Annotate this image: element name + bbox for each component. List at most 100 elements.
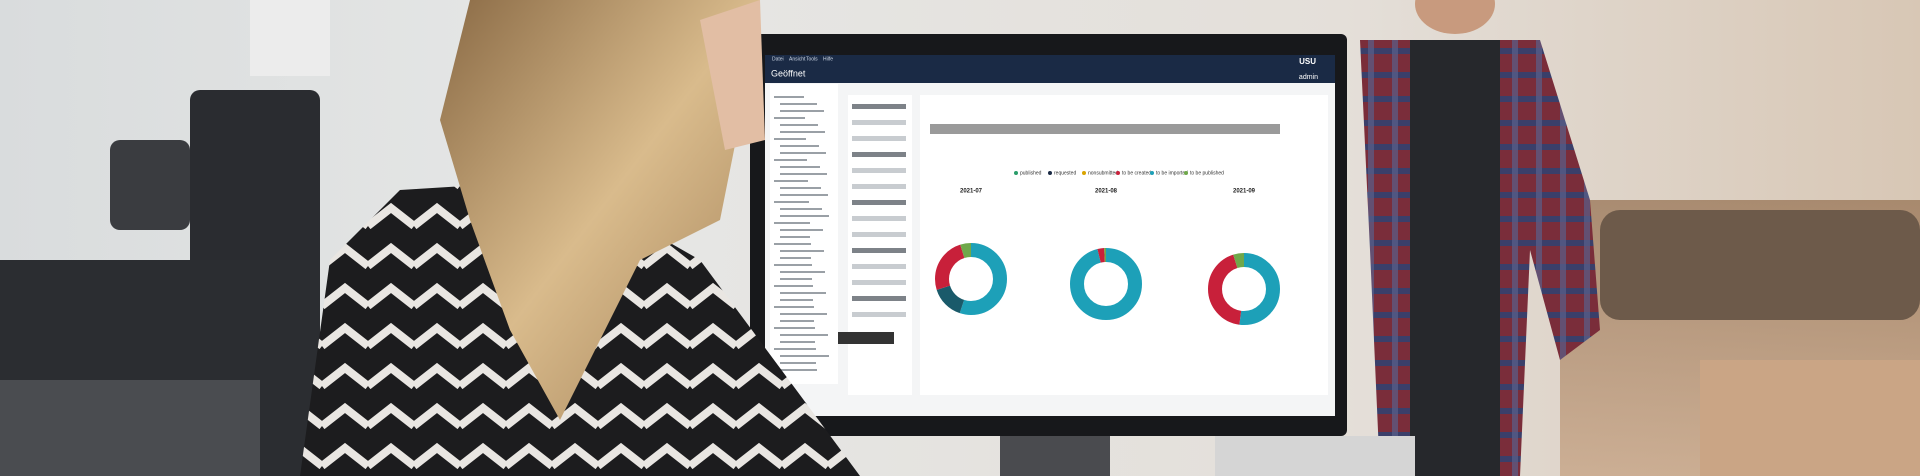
list-row [774, 222, 810, 224]
filter-row [930, 124, 1280, 134]
donut-segment [1208, 253, 1280, 325]
logo: USU [1299, 57, 1316, 66]
chart-title: 2021-07 [960, 189, 983, 195]
top-bar [765, 55, 1335, 83]
title: Geöffnet [771, 68, 806, 78]
woman-hair [440, 0, 760, 420]
legend-dot [1184, 171, 1188, 175]
list-row [780, 131, 825, 133]
list-row [774, 348, 816, 350]
poster [250, 0, 330, 76]
list-row [780, 341, 815, 343]
form-row [852, 184, 906, 189]
man-head [1415, 0, 1495, 34]
user[interactable]: admin [1299, 74, 1318, 81]
list-row [780, 320, 814, 322]
legend-dot [1014, 171, 1018, 175]
form-row [852, 296, 906, 301]
legend-label: nonsubmitted [1088, 170, 1118, 176]
form-row [852, 248, 906, 253]
menu-item[interactable]: Ansicht [789, 56, 806, 62]
legend-label: published [1020, 170, 1042, 176]
legend-dot [1082, 171, 1086, 175]
table [1700, 360, 1920, 476]
form-row [852, 136, 906, 141]
chart-area [920, 95, 1328, 395]
form-row [852, 216, 906, 221]
form-row [852, 200, 906, 205]
donut-segment [1070, 248, 1142, 320]
chair [110, 140, 190, 230]
list-row [780, 250, 824, 252]
list-row [780, 299, 813, 301]
list-row [780, 194, 828, 196]
menu-item[interactable]: Hilfe [823, 56, 833, 62]
form-row [852, 104, 906, 109]
donut-segment [1208, 253, 1280, 325]
form-row [852, 312, 906, 317]
form-row [852, 264, 906, 269]
list-row [780, 110, 824, 112]
list-row [780, 236, 810, 238]
list-row [780, 229, 823, 231]
monitor-stand [1000, 436, 1110, 476]
man-tshirt [1410, 40, 1500, 476]
legend-label: requested [1054, 170, 1076, 176]
list-row [774, 243, 811, 245]
left-panel [770, 84, 838, 384]
button[interactable] [838, 332, 894, 344]
sofa-back [1600, 210, 1920, 320]
woman-face [700, 0, 765, 150]
form-row [852, 280, 906, 285]
list-row [780, 124, 818, 126]
legend-dot [1150, 171, 1154, 175]
form-row [852, 152, 906, 157]
list-row [780, 215, 829, 217]
donut-segment [935, 243, 1007, 315]
list-row [780, 166, 820, 168]
list-row [780, 152, 826, 154]
list-row [780, 292, 826, 294]
list-row [780, 173, 827, 175]
list-row [780, 313, 827, 315]
list-row [780, 145, 819, 147]
list-row [780, 208, 822, 210]
form-row [852, 168, 906, 173]
list-row [774, 138, 806, 140]
list-row [774, 327, 815, 329]
chart-title: 2021-09 [1233, 189, 1256, 195]
chart-title: 2021-08 [1095, 189, 1118, 195]
list-row [774, 369, 817, 371]
legend-dot [1048, 171, 1052, 175]
list-row [774, 159, 807, 161]
panel-lines [774, 96, 906, 371]
list-row [774, 285, 813, 287]
screen: USU Geöffnet admin Datei Ansicht Tools Hilf… [765, 55, 1335, 416]
form-row [852, 232, 906, 237]
menu-item[interactable]: Tools [806, 56, 818, 62]
legend-label: to be created [1122, 170, 1151, 176]
list-row [774, 117, 805, 119]
list-row [774, 96, 804, 98]
form-row [852, 120, 906, 125]
list-row [774, 306, 814, 308]
list-row [780, 257, 811, 259]
mid-panel [848, 95, 912, 395]
list-row [774, 180, 808, 182]
donut-segment [935, 243, 1007, 315]
list-row [780, 103, 817, 105]
legend-label: to be published [1190, 170, 1224, 176]
list-row [774, 264, 812, 266]
list-row [780, 355, 829, 357]
list-row [780, 334, 828, 336]
legend-dot [1116, 171, 1120, 175]
list-row [780, 362, 816, 364]
list-row [780, 271, 825, 273]
list-row [780, 187, 821, 189]
menu-item[interactable]: Datei [772, 56, 784, 62]
list-row [780, 278, 812, 280]
desk [0, 380, 260, 476]
list-row [774, 201, 809, 203]
